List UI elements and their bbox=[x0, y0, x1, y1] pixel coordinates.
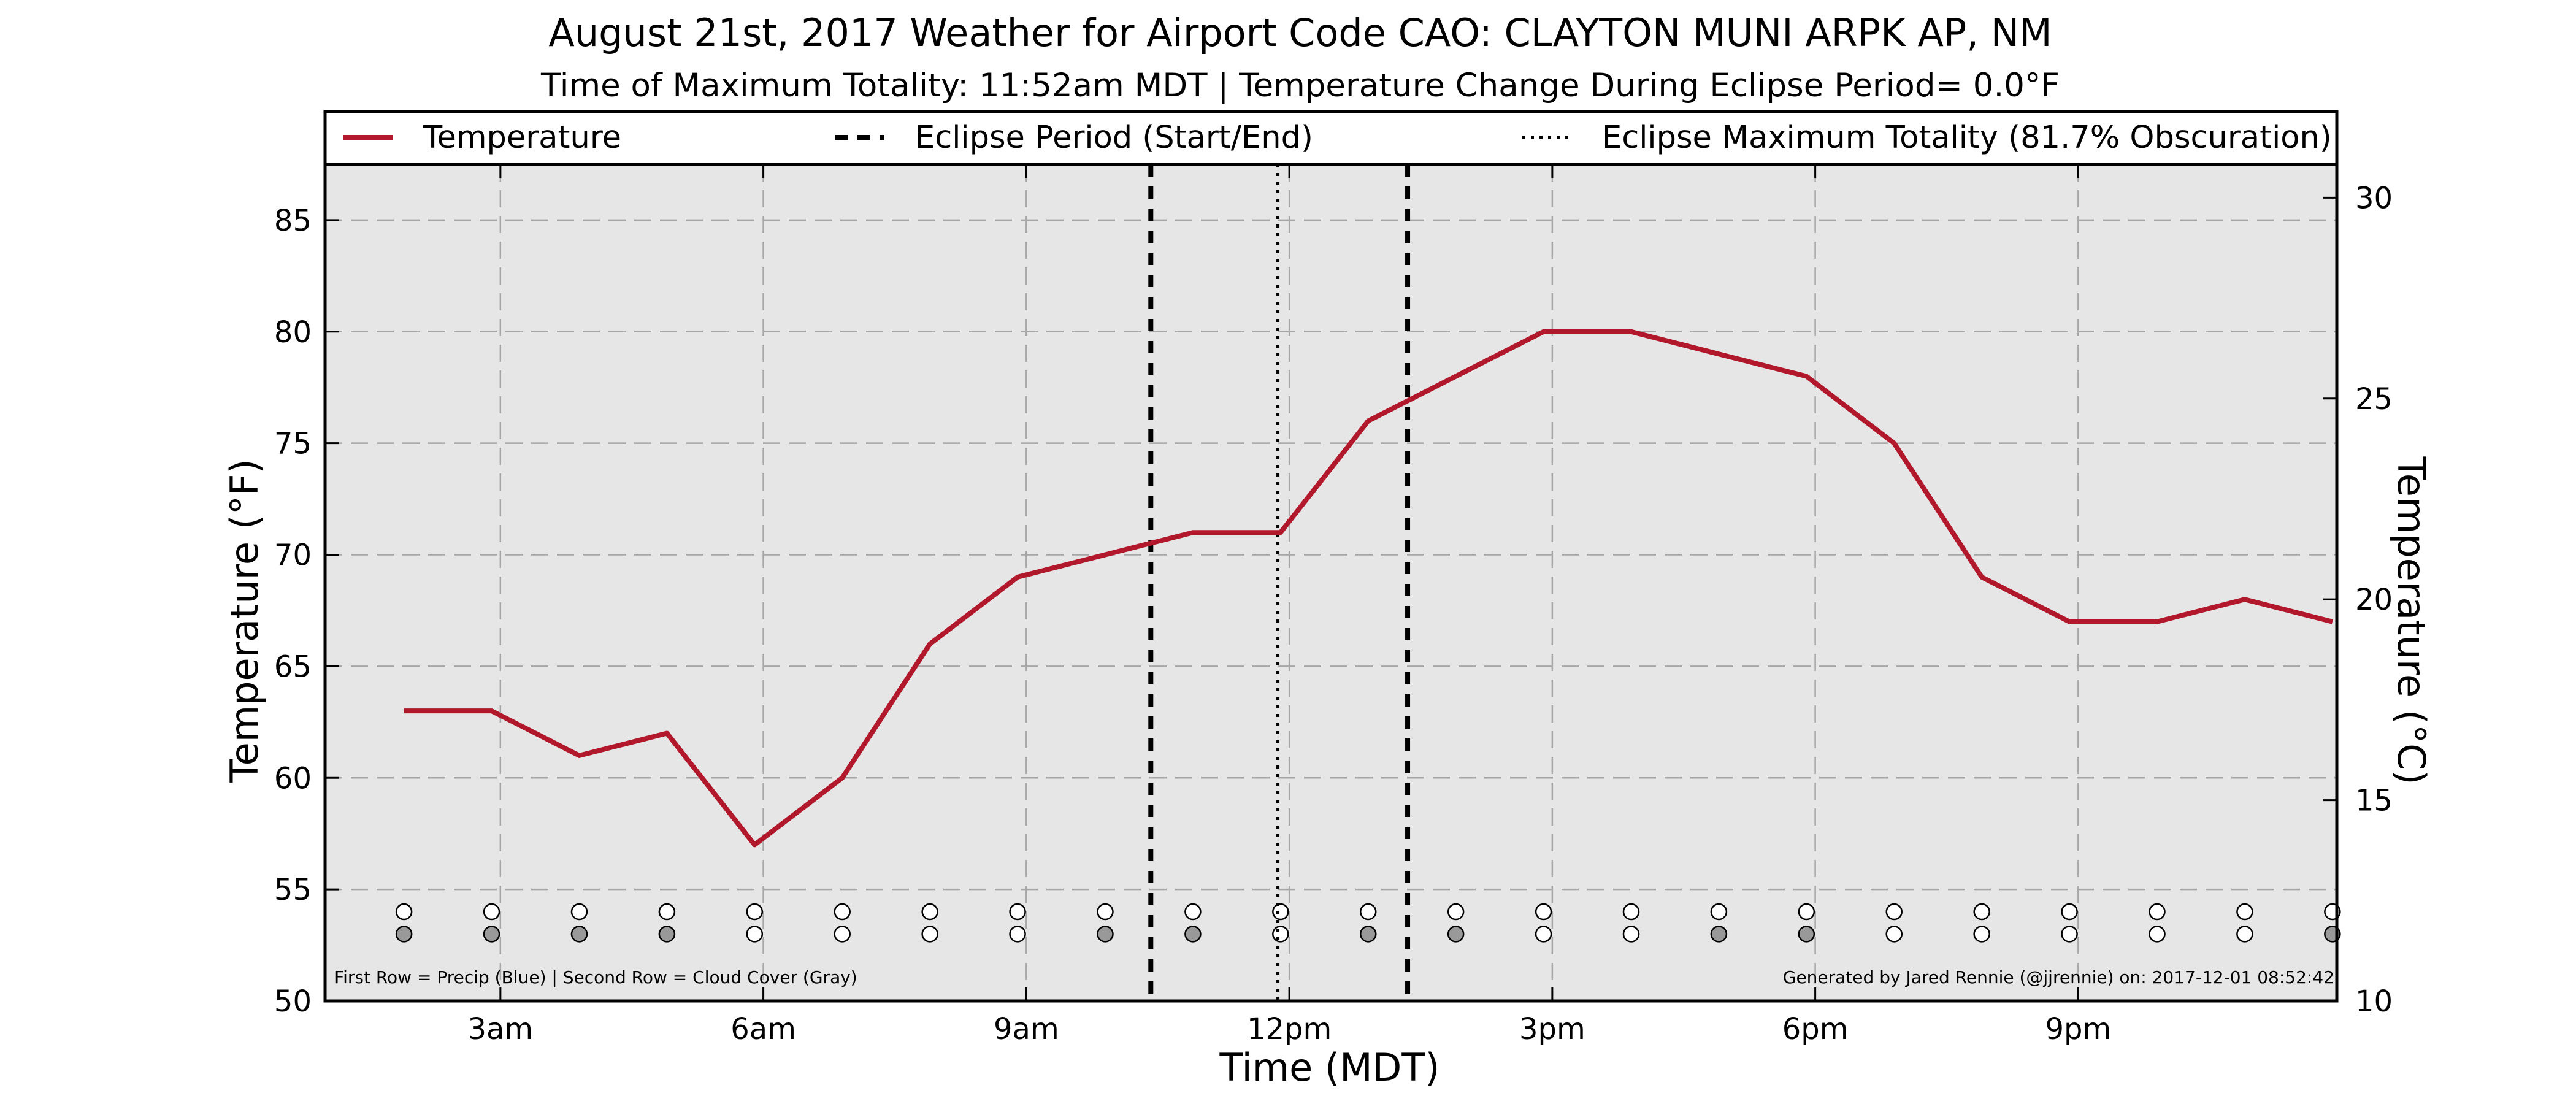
cloud-cover-indicator bbox=[1272, 926, 1289, 943]
cloud-cover-indicator bbox=[834, 926, 851, 943]
y-tick-label: 80 bbox=[274, 315, 312, 350]
x-tick-label: 3pm bbox=[1519, 1012, 1585, 1046]
y-axis-label-left: Temperature (°F) bbox=[222, 459, 267, 783]
x-tick-label: 6pm bbox=[1782, 1012, 1849, 1046]
precip-indicator bbox=[483, 903, 500, 921]
precip-indicator bbox=[1447, 903, 1465, 921]
precip-indicator bbox=[570, 903, 588, 921]
precip-indicator bbox=[658, 903, 676, 921]
cloud-cover-indicator bbox=[1798, 926, 1815, 943]
indicator-rows bbox=[395, 903, 2341, 943]
grid-lines bbox=[325, 164, 2337, 1001]
footnote-right: Generated by Jared Rennie (@jjrennie) on… bbox=[1783, 967, 2334, 987]
y-tick-label: 70 bbox=[274, 539, 312, 573]
precip-indicator bbox=[834, 903, 851, 921]
legend-box bbox=[323, 110, 2339, 166]
y2-tick-label: 20 bbox=[2355, 583, 2393, 617]
cloud-cover-indicator bbox=[1535, 926, 1552, 943]
cloud-cover-indicator bbox=[746, 926, 764, 943]
y-tick-label: 50 bbox=[274, 984, 312, 1019]
y-tick-label: 60 bbox=[274, 761, 312, 795]
legend-label-eclipse-max: Eclipse Maximum Totality (81.7% Obscurat… bbox=[1602, 120, 2332, 156]
cloud-cover-indicator bbox=[2236, 926, 2253, 943]
cloud-cover-indicator bbox=[1184, 926, 1202, 943]
x-tick-label: 6am bbox=[730, 1012, 796, 1046]
cloud-cover-indicator bbox=[2149, 926, 2166, 943]
cloud-cover-indicator bbox=[395, 926, 413, 943]
cloud-cover-indicator bbox=[1973, 926, 1990, 943]
x-tick-label: 9pm bbox=[2045, 1012, 2112, 1046]
y-tick-label: 55 bbox=[274, 873, 312, 907]
y-tick-label: 65 bbox=[274, 650, 312, 684]
precip-indicator bbox=[2061, 903, 2078, 921]
cloud-cover-indicator bbox=[570, 926, 588, 943]
precip-indicator bbox=[1359, 903, 1377, 921]
y2-tick-label: 25 bbox=[2355, 382, 2393, 416]
x-tick-label: 9am bbox=[994, 1012, 1059, 1046]
cloud-cover-indicator bbox=[921, 926, 938, 943]
eclipse-lines bbox=[1148, 164, 1411, 1001]
x-tick-label: 12pm bbox=[1247, 1012, 1332, 1046]
x-axis-label: Time (MDT) bbox=[1219, 1045, 1440, 1090]
precip-indicator bbox=[2149, 903, 2166, 921]
precip-indicator bbox=[1009, 903, 1026, 921]
cloud-cover-indicator bbox=[658, 926, 676, 943]
y2-tick-label: 30 bbox=[2355, 181, 2393, 215]
precip-indicator bbox=[1535, 903, 1552, 921]
legend-label-eclipse-period: Eclipse Period (Start/End) bbox=[915, 120, 1313, 156]
y-tick-label: 85 bbox=[274, 204, 312, 238]
cloud-cover-indicator bbox=[1885, 926, 1903, 943]
precip-indicator bbox=[1097, 903, 1114, 921]
precip-indicator bbox=[1622, 903, 1640, 921]
cloud-cover-indicator bbox=[2061, 926, 2078, 943]
cloud-cover-indicator bbox=[1009, 926, 1026, 943]
precip-indicator bbox=[1798, 903, 1815, 921]
chart-title: August 21st, 2017 Weather for Airport Co… bbox=[548, 10, 2052, 55]
precip-indicator bbox=[1184, 903, 1202, 921]
plot-area bbox=[325, 164, 2337, 1001]
precip-indicator bbox=[1272, 903, 1289, 921]
cloud-cover-indicator bbox=[1710, 926, 1728, 943]
temperature-series-line bbox=[404, 329, 2333, 848]
footnote-left: First Row = Precip (Blue) | Second Row =… bbox=[334, 967, 857, 987]
y2-tick-label: 10 bbox=[2355, 984, 2393, 1019]
y-axis-label-right: Temperature (°C) bbox=[2389, 456, 2434, 784]
precip-indicator bbox=[1973, 903, 1990, 921]
precip-indicator bbox=[746, 903, 764, 921]
x-tick-label: 3am bbox=[467, 1012, 533, 1046]
legend-label-temperature: Temperature bbox=[423, 120, 621, 156]
precip-indicator bbox=[395, 903, 413, 921]
chart-subtitle: Time of Maximum Totality: 11:52am MDT | … bbox=[540, 67, 2060, 104]
y-tick-label: 75 bbox=[274, 427, 312, 461]
cloud-cover-indicator bbox=[483, 926, 500, 943]
precip-indicator bbox=[921, 903, 938, 921]
precip-indicator bbox=[1885, 903, 1903, 921]
precip-indicator bbox=[1710, 903, 1728, 921]
cloud-cover-indicator bbox=[1622, 926, 1640, 943]
cloud-cover-indicator bbox=[1447, 926, 1465, 943]
cloud-cover-indicator bbox=[1359, 926, 1377, 943]
y2-tick-label: 15 bbox=[2355, 784, 2393, 818]
precip-indicator bbox=[2236, 903, 2253, 921]
cloud-cover-indicator bbox=[1097, 926, 1114, 943]
